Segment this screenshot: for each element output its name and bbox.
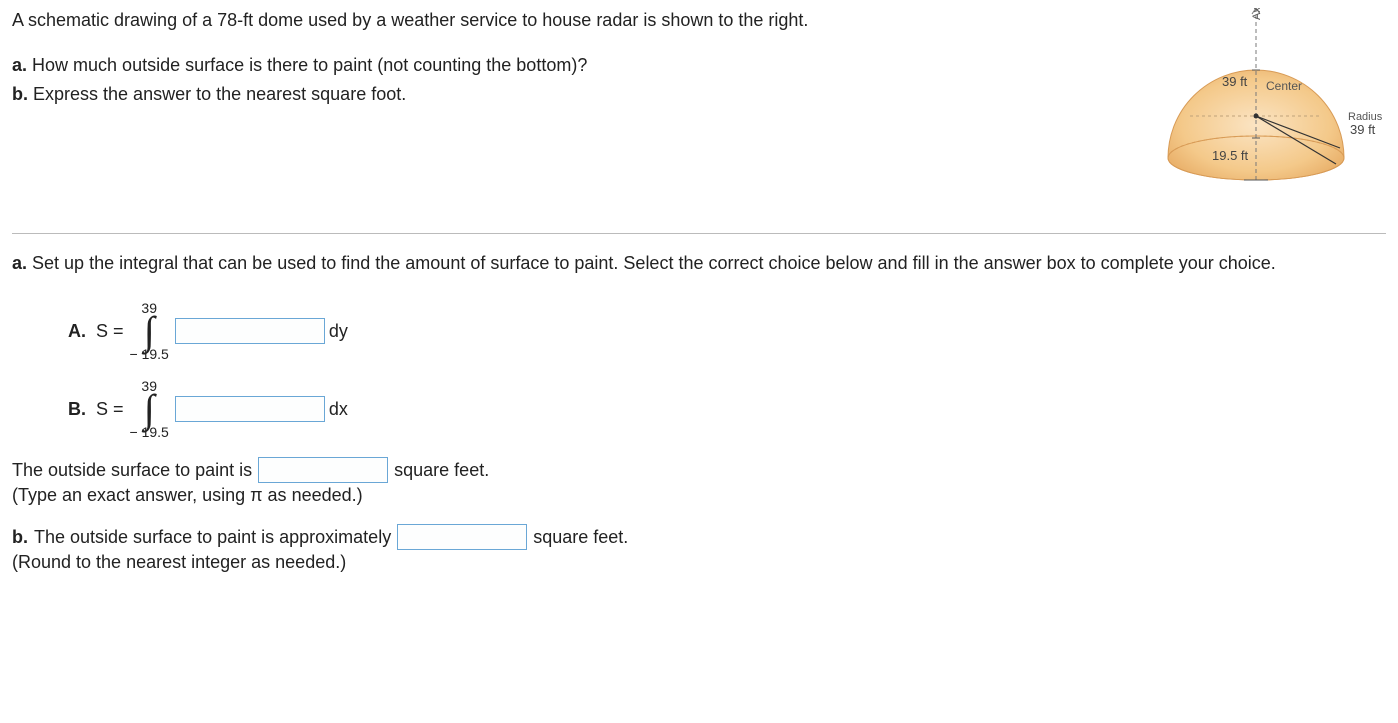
- exact-answer-input[interactable]: [258, 457, 388, 483]
- part-b-text: b. Express the answer to the nearest squ…: [12, 80, 808, 109]
- choice-a-row: A. S = 39 ∫ − 19.5 dy: [42, 301, 1386, 361]
- height-upper-label: 39 ft: [1222, 74, 1248, 89]
- choice-b-row: B. S = 39 ∫ − 19.5 dx: [42, 379, 1386, 439]
- height-lower-label: 19.5 ft: [1212, 148, 1249, 163]
- approx-answer-input[interactable]: [397, 524, 527, 550]
- choice-a-lhs: S =: [96, 321, 124, 342]
- instruction-text: Set up the integral that can be used to …: [32, 253, 1276, 273]
- part-a-text: a. How much outside surface is there to …: [12, 51, 808, 80]
- part-b-content: Express the answer to the nearest square…: [33, 84, 406, 104]
- intro-text: A schematic drawing of a 78-ft dome used…: [12, 8, 808, 33]
- exact-prefix: The outside surface to paint is: [12, 460, 252, 481]
- integral-symbol-b: ∫: [144, 395, 155, 423]
- choice-b-lhs: S =: [96, 399, 124, 420]
- integral-symbol-a: ∫: [144, 317, 155, 345]
- choice-a-label: A.: [68, 321, 86, 342]
- diff-a: dy: [329, 321, 348, 342]
- label-b: b.: [12, 84, 28, 104]
- center-label: Center: [1266, 79, 1302, 93]
- lower-b: − 19.5: [130, 425, 169, 439]
- exact-suffix: square feet.: [394, 460, 489, 481]
- section-a-instruction: a. Set up the integral that can be used …: [12, 250, 1386, 277]
- approx-suffix: square feet.: [533, 527, 628, 548]
- label-b-2: b.: [12, 527, 28, 548]
- exact-result-line: The outside surface to paint is square f…: [12, 457, 1386, 483]
- exact-hint: (Type an exact answer, using π as needed…: [12, 485, 1386, 506]
- approx-hint: (Round to the nearest integer as needed.…: [12, 552, 1386, 573]
- dome-diagram: Axis 39 ft Center Radius 39 ft 19.5 ft: [1126, 8, 1386, 203]
- label-a: a.: [12, 55, 27, 75]
- choice-a-equation: S = 39 ∫ − 19.5 dy: [96, 301, 348, 361]
- axis-label: Axis: [1251, 8, 1263, 20]
- label-a-2: a.: [12, 253, 27, 273]
- diff-b: dx: [329, 399, 348, 420]
- integrand-input-a[interactable]: [175, 318, 325, 344]
- integrand-input-b[interactable]: [175, 396, 325, 422]
- problem-header: A schematic drawing of a 78-ft dome used…: [12, 8, 1386, 234]
- part-a-content: How much outside surface is there to pai…: [32, 55, 587, 75]
- approx-prefix: The outside surface to paint is approxim…: [34, 527, 391, 548]
- radius-value-label: 39 ft: [1350, 122, 1376, 137]
- choice-b-equation: S = 39 ∫ − 19.5 dx: [96, 379, 348, 439]
- approx-result-line: b. The outside surface to paint is appro…: [12, 524, 1386, 550]
- problem-text: A schematic drawing of a 78-ft dome used…: [12, 8, 808, 109]
- integral-b: 39 ∫ − 19.5: [130, 379, 169, 439]
- lower-a: − 19.5: [130, 347, 169, 361]
- choice-b-label: B.: [68, 399, 86, 420]
- integral-a: 39 ∫ − 19.5: [130, 301, 169, 361]
